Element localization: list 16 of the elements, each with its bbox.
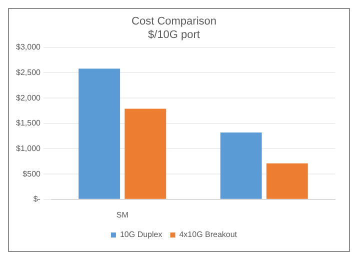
legend-label: 4x10G Breakout bbox=[179, 230, 238, 240]
legend-label: 10G Duplex bbox=[120, 230, 162, 240]
bar bbox=[220, 132, 262, 199]
y-tick-label: $2,500 bbox=[16, 68, 42, 77]
chart-title: Cost Comparison bbox=[132, 16, 216, 28]
bar bbox=[78, 68, 120, 199]
x-tick-label: SM bbox=[116, 210, 129, 220]
chart-subtitle: $/10G port bbox=[148, 28, 200, 41]
y-tick-label: $3,000 bbox=[16, 42, 42, 52]
bar bbox=[266, 163, 308, 199]
y-tick-label: $2,000 bbox=[16, 93, 42, 102]
y-tick-label: $500 bbox=[22, 169, 42, 178]
bar bbox=[124, 108, 166, 199]
y-tick-label: $1,500 bbox=[16, 118, 42, 128]
y-tick-label: $- bbox=[33, 194, 41, 204]
y-tick-label: $1,000 bbox=[16, 144, 42, 153]
